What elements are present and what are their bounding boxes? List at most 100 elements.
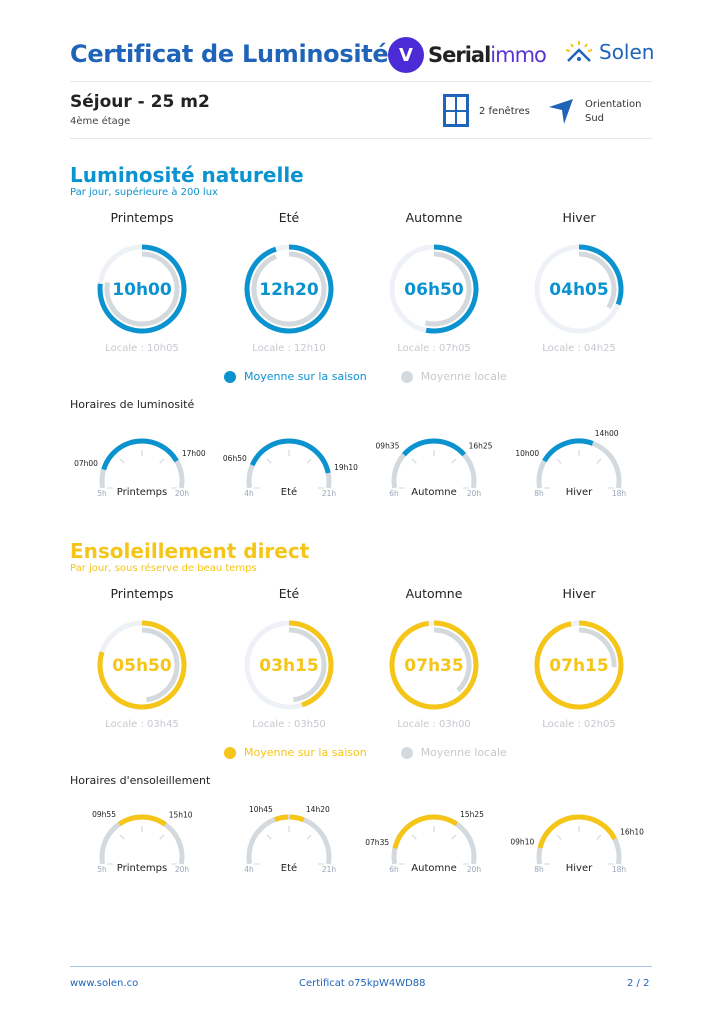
- gauge-season-label: Hiver: [566, 863, 593, 874]
- gauge-active-arc: [289, 814, 305, 823]
- donut-local-arc: [141, 627, 180, 703]
- gauge-end-time: 15h25: [460, 810, 484, 819]
- gauge-track: [99, 814, 185, 865]
- season-label: Eté: [278, 586, 300, 601]
- gauge-range-start: 5h: [97, 489, 107, 498]
- donut-value: 12h20: [259, 280, 319, 300]
- donut-value: 03h15: [259, 656, 318, 676]
- gauge-tick: [451, 834, 457, 840]
- gauge-start-time: 09h55: [92, 810, 116, 819]
- gauge-track: [99, 438, 185, 489]
- gauge-active-arc: [101, 438, 179, 471]
- donut-local-arc: [424, 251, 472, 327]
- legend-local-average: Moyenne locale: [400, 746, 507, 759]
- solen-logo: Solen: [565, 40, 654, 64]
- chart-legend: Moyenne sur la saison Moyenne locale: [224, 746, 507, 759]
- room-floor: 4ème étage: [70, 116, 131, 127]
- light-schedule-title: Horaires de luminosité: [70, 398, 195, 411]
- footer-divider: [70, 966, 652, 967]
- gauge-tick: [411, 834, 417, 840]
- sun-schedule-title: Horaires d'ensoleillement: [70, 774, 211, 787]
- footer-website[interactable]: www.solen.co: [70, 978, 139, 989]
- donut-season-arc: [578, 244, 624, 306]
- footer-page-number: 2 / 2: [627, 978, 650, 989]
- donut-season-arc: [97, 244, 187, 334]
- room-title: Séjour - 25 m2: [70, 92, 210, 112]
- legend-local-average: Moyenne locale: [400, 370, 507, 383]
- gauge-active-arc: [402, 438, 466, 457]
- donut-value: 07h15: [549, 656, 608, 676]
- legend-dot: [400, 746, 413, 759]
- serialimmo-logo: V Serialimmo: [388, 37, 547, 73]
- donut-season-arc: [534, 620, 624, 710]
- gauge-range-start: 4h: [244, 489, 254, 498]
- gauge-track: [391, 814, 477, 865]
- season-label: Automne: [405, 586, 463, 601]
- gauge-start-time: 09h10: [510, 837, 534, 846]
- gauge-active-arc: [392, 814, 459, 849]
- gauge-start-time: 10h45: [249, 805, 273, 814]
- divider: [70, 138, 652, 139]
- sun-charts: 05h50 5h 20h Printemps 09h55 15h10 03h15 4h 21h E…: [92, 620, 644, 874]
- gauge-range-start: 6h: [389, 865, 399, 874]
- legend-season-average: Moyenne sur la saison: [224, 746, 367, 759]
- window-icon: [443, 94, 469, 127]
- gauge-tick: [411, 458, 417, 464]
- gauge-active-arc: [249, 438, 331, 474]
- gauge-end-time: 15h10: [169, 811, 193, 820]
- gauge-start-time: 07h35: [365, 838, 389, 847]
- gauge-tick: [119, 458, 125, 464]
- gauge-season-label: Printemps: [117, 487, 167, 498]
- donut-season-arc: [288, 620, 334, 708]
- donut-season-arc: [425, 244, 479, 334]
- donut-season-arc: [244, 244, 334, 334]
- gauge-season-label: Hiver: [566, 487, 593, 498]
- season-label: Hiver: [562, 210, 596, 225]
- legend-dot: [224, 746, 236, 759]
- gauge-tick: [451, 458, 457, 464]
- locale-average: Locale : 10h05: [105, 343, 179, 354]
- locale-average: Locale : 03h00: [397, 719, 471, 730]
- season-label: Automne: [405, 210, 463, 225]
- gauge-end-time: 19h10: [334, 463, 358, 472]
- gauge-range-end: 20h: [175, 489, 190, 498]
- donut-local-arc: [288, 627, 327, 703]
- locale-average: Locale : 07h05: [397, 343, 471, 354]
- season-label: Printemps: [110, 586, 174, 601]
- chart-legend: Moyenne sur la saison Moyenne locale: [224, 370, 507, 383]
- gauge-active-arc: [117, 814, 167, 827]
- divider: [70, 81, 652, 82]
- windows-count: 2 fenêtres: [479, 106, 530, 117]
- gauge-range-end: 20h: [467, 865, 482, 874]
- season-label: Printemps: [110, 210, 174, 225]
- gauge-range-start: 8h: [534, 489, 544, 498]
- gauge-season-label: Automne: [411, 863, 456, 874]
- gauge-track: [246, 814, 332, 865]
- donut-season-arc: [389, 620, 479, 710]
- locale-average: Locale : 12h10: [252, 343, 326, 354]
- donut-value: 07h35: [404, 656, 463, 676]
- gauge-season-label: Automne: [411, 487, 456, 498]
- gauge-range-start: 4h: [244, 865, 254, 874]
- gauge-end-time: 17h00: [182, 449, 206, 458]
- donut-season-arc: [97, 620, 187, 710]
- gauge-range-end: 21h: [322, 865, 337, 874]
- gauge-start-time: 09h35: [376, 442, 400, 451]
- gauge-range-start: 6h: [389, 489, 399, 498]
- sun-section-subtitle: Par jour, sous réserve de beau temps: [70, 563, 257, 574]
- gauge-start-time: 06h50: [223, 454, 247, 463]
- gauge-active-arc: [274, 814, 289, 822]
- gauge-tick: [159, 834, 165, 840]
- gauge-end-time: 14h20: [306, 805, 330, 814]
- legend-dot: [400, 370, 413, 383]
- donut-value: 05h50: [112, 656, 172, 676]
- gauge-tick: [306, 834, 312, 840]
- gauge-tick: [556, 458, 562, 464]
- gauge-tick: [159, 458, 165, 464]
- gauge-tick: [266, 834, 272, 840]
- donut-value: 10h00: [112, 280, 172, 300]
- light-section-subtitle: Par jour, supérieure à 200 lux: [70, 187, 218, 198]
- legend-dot: [224, 370, 236, 383]
- gauge-season-label: Printemps: [117, 863, 167, 874]
- donut-local-arc: [578, 627, 617, 668]
